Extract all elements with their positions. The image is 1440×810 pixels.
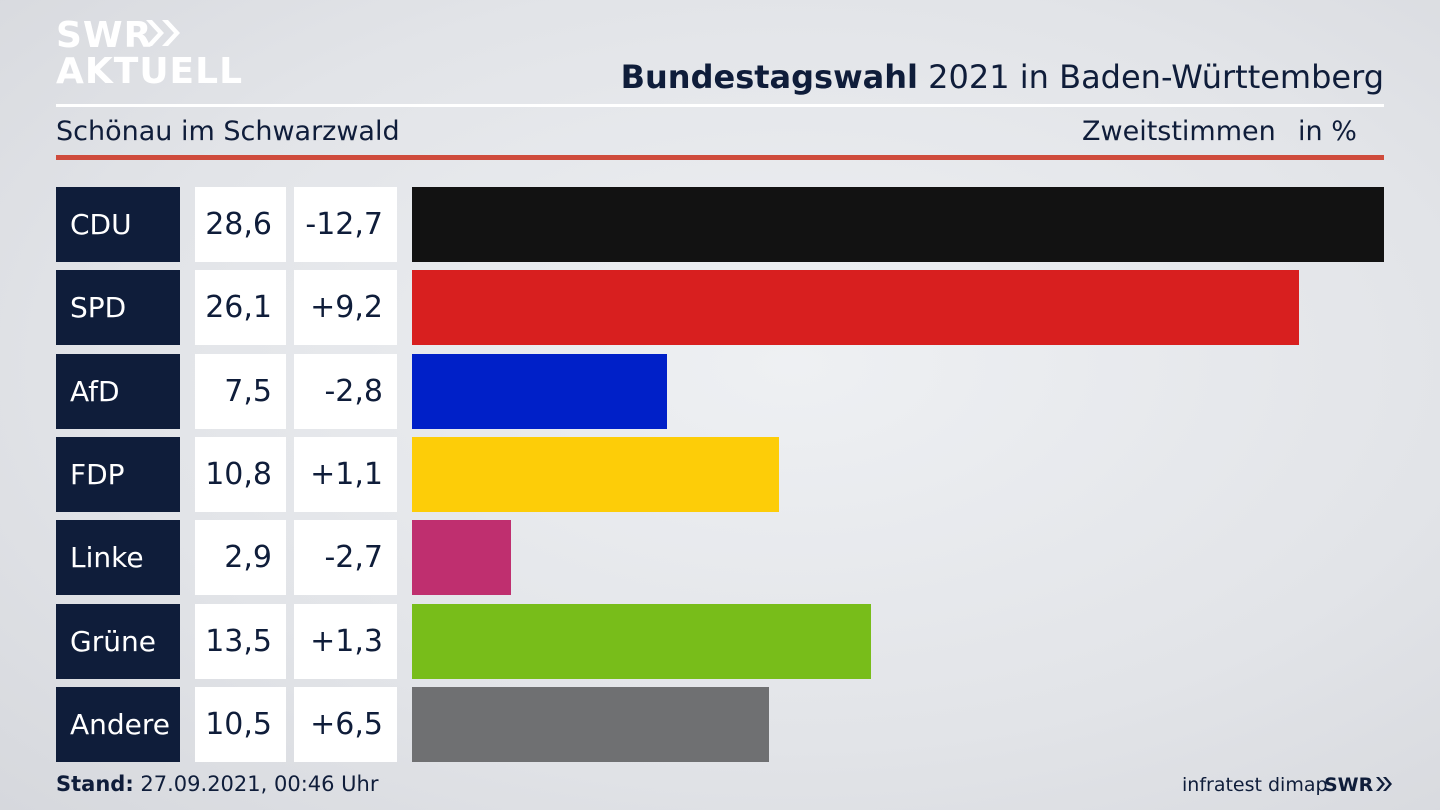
metric-label: Zweitstimmen [1082,116,1276,147]
swr-footer-logo: SWR [1324,774,1393,796]
red-divider [56,155,1384,160]
vote-share-bar [412,187,1384,262]
footer-logo-text: SWR [1324,774,1374,796]
unit-label: in % [1298,116,1357,147]
vote-share-value: 13,5 [195,604,286,679]
vote-share-bar [412,354,667,429]
party-label: Linke [56,520,180,595]
title-rest: 2021 in Baden-Württemberg [917,58,1384,96]
result-row: Andere 10,5 +6,5 [0,687,1440,762]
footer-chevron-icon [1376,777,1393,791]
vote-share-bar [412,520,511,595]
vote-share-value: 7,5 [195,354,286,429]
party-label: FDP [56,437,180,512]
vote-share-bar [412,604,871,679]
double-chevron-icon [146,20,180,46]
party-label: CDU [56,187,180,262]
result-row: FDP 10,8 +1,1 [0,437,1440,512]
change-value: +1,3 [294,604,397,679]
vote-share-value: 26,1 [195,270,286,345]
logo-line-swr: SWR [56,15,153,56]
vote-share-value: 2,9 [195,520,286,595]
vote-share-value: 10,5 [195,687,286,762]
logo-line-aktuell: AKTUELL [56,51,244,92]
swr-aktuell-logo: SWR AKTUELL [56,14,246,94]
party-label: Grüne [56,604,180,679]
change-value: +9,2 [294,270,397,345]
change-value: +1,1 [294,437,397,512]
party-label: Andere [56,687,180,762]
vote-share-bar [412,437,779,512]
change-value: -2,8 [294,354,397,429]
result-row: CDU 28,6 -12,7 [0,187,1440,262]
change-value: -12,7 [294,187,397,262]
vote-share-value: 10,8 [195,437,286,512]
result-row: Grüne 13,5 +1,3 [0,604,1440,679]
result-row: SPD 26,1 +9,2 [0,270,1440,345]
change-value: +6,5 [294,687,397,762]
timestamp-value: 27.09.2021, 00:46 Uhr [133,772,379,796]
chart-title: Bundestagswahl 2021 in Baden-Württemberg [621,58,1384,96]
region-subtitle: Schönau im Schwarzwald [56,116,400,147]
result-row: AfD 7,5 -2,8 [0,354,1440,429]
timestamp: Stand: 27.09.2021, 00:46 Uhr [56,772,379,796]
timestamp-label: Stand: [56,772,134,796]
party-label: AfD [56,354,180,429]
change-value: -2,7 [294,520,397,595]
vote-share-bar [412,270,1299,345]
result-row: Linke 2,9 -2,7 [0,520,1440,595]
party-label: SPD [56,270,180,345]
title-bold: Bundestagswahl [620,58,918,96]
vote-share-bar [412,687,769,762]
source-label: infratest dimap [1182,774,1328,796]
header-divider [56,104,1384,107]
vote-share-value: 28,6 [195,187,286,262]
